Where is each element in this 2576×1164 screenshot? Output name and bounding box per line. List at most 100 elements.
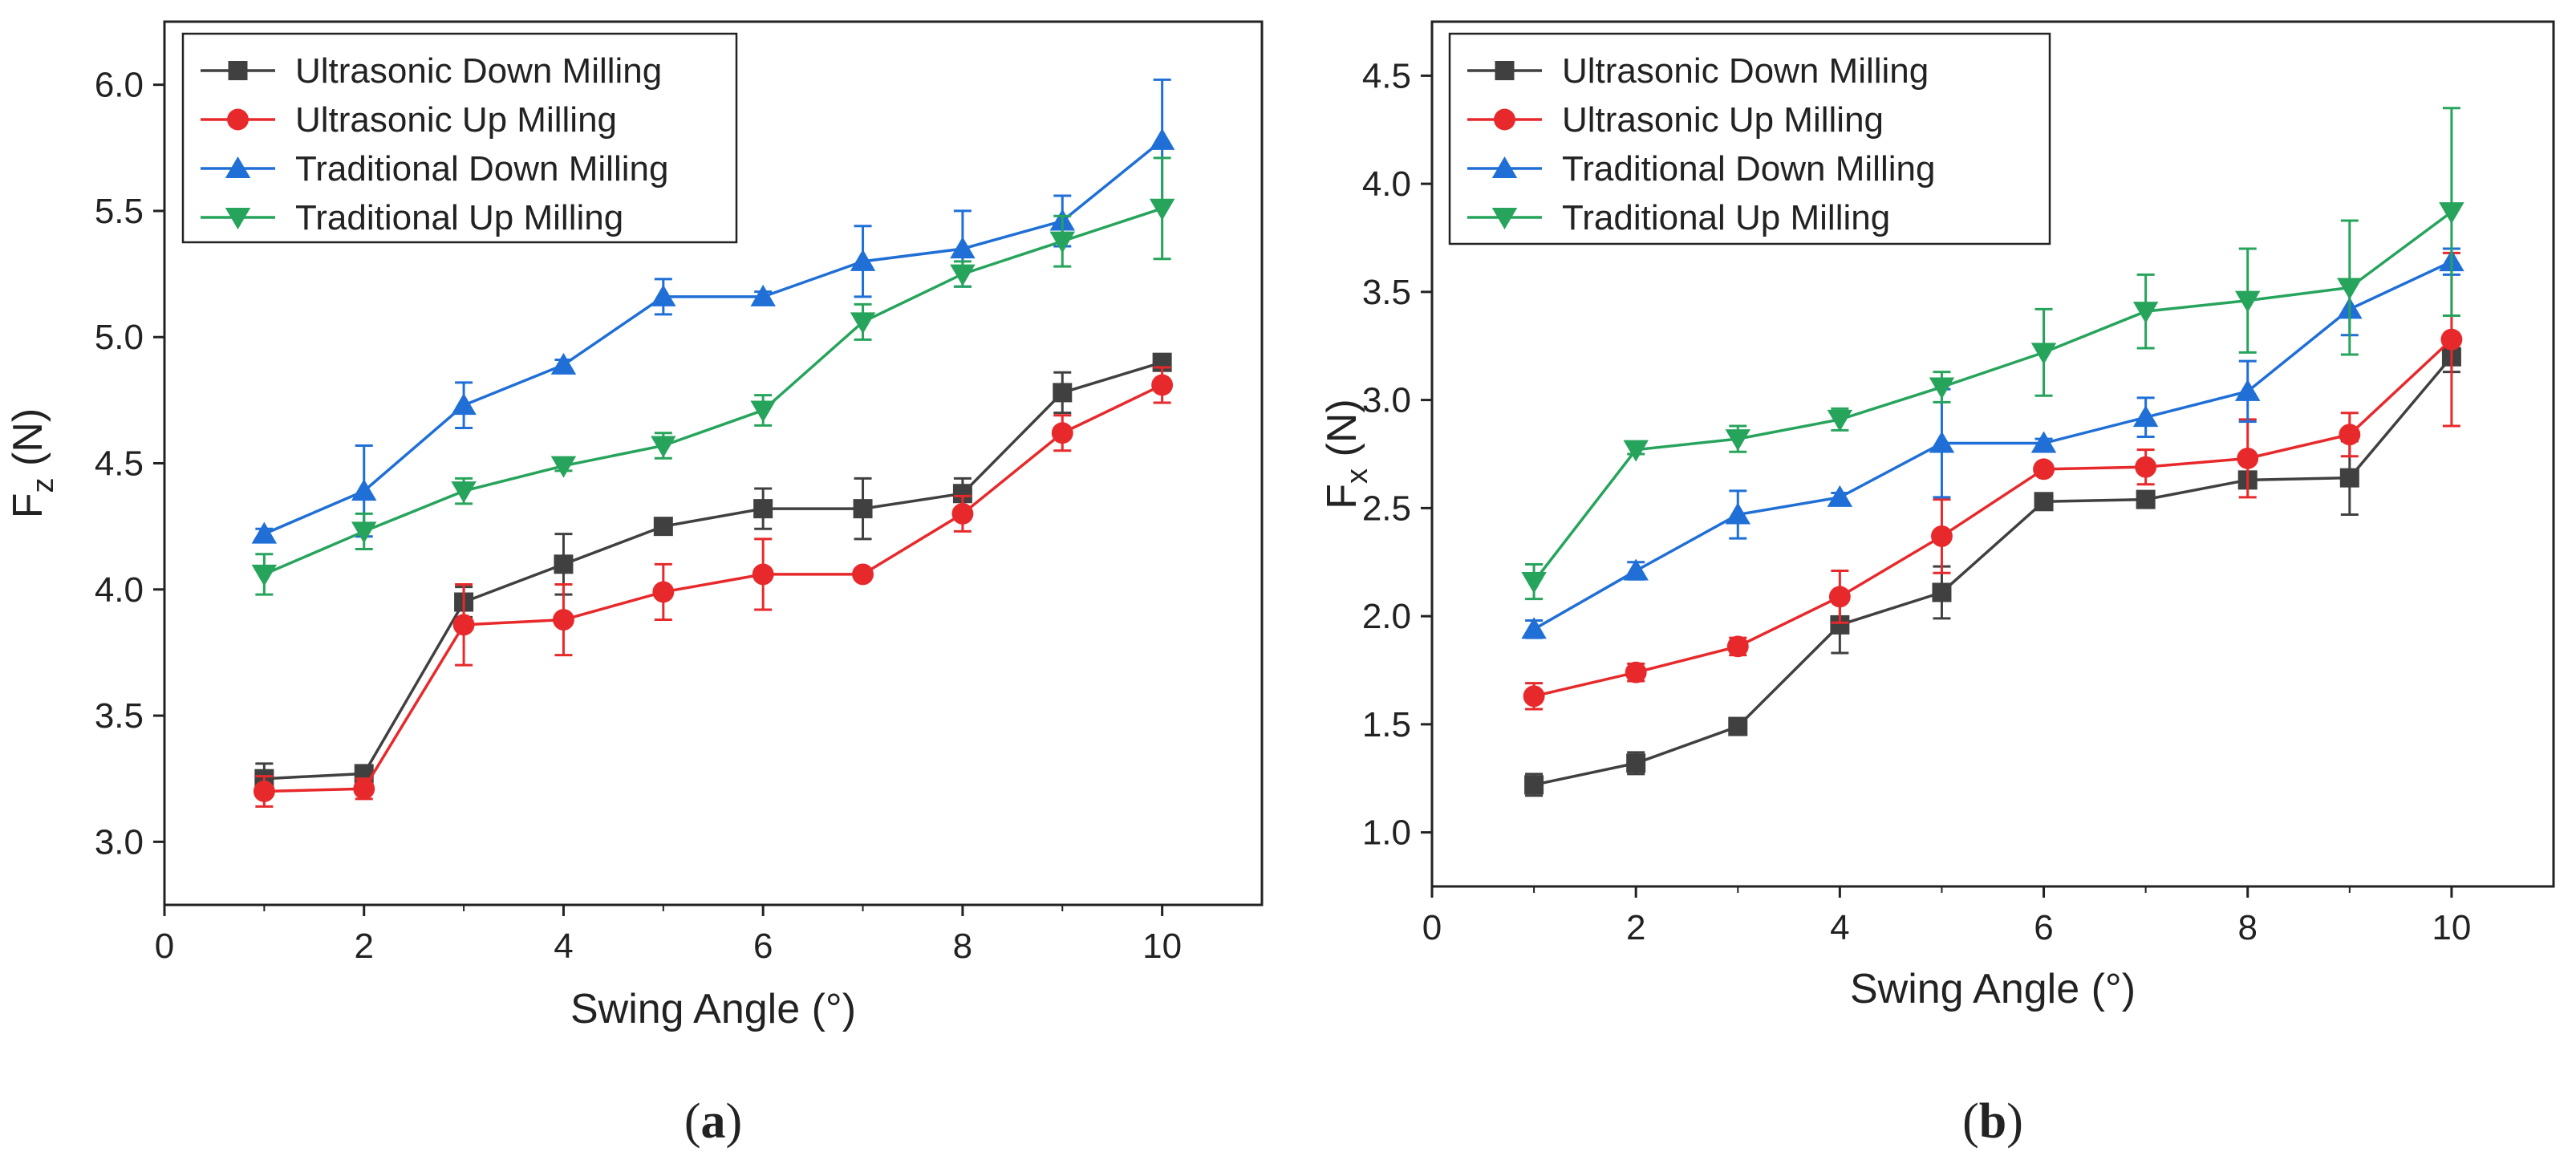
- legend: Ultrasonic Down Milling Ultrasonic Up Mil…: [181, 32, 738, 244]
- data-point: [2440, 328, 2463, 351]
- data-point: [1625, 661, 1647, 683]
- series-ultrasonic-up-milling: [1523, 251, 2463, 711]
- legend-label: Ultrasonic Down Milling: [295, 51, 662, 91]
- data-point: [651, 284, 676, 306]
- series-line: [1532, 210, 2452, 583]
- data-point: [1725, 502, 1751, 525]
- data-point: [351, 521, 377, 544]
- x-tick-label: 2: [354, 927, 373, 966]
- series-line: [264, 360, 1163, 781]
- data-point: [550, 456, 577, 478]
- panel-caption-open: (: [684, 1094, 701, 1149]
- y-tick-label: 4.0: [1362, 164, 1411, 204]
- x-tick-label: 10: [2432, 908, 2471, 947]
- legend-marker: [1491, 208, 1518, 229]
- data-point: [1053, 383, 1073, 403]
- legend-label: Ultrasonic Down Milling: [1562, 51, 1929, 91]
- legend-label: Traditional Up Milling: [1562, 198, 1890, 237]
- x-tick-label: 8: [953, 927, 972, 966]
- x-tick-label: 6: [753, 927, 773, 966]
- panel-caption-close: ): [726, 1094, 743, 1149]
- legend-label: Ultrasonic Up Milling: [295, 100, 617, 140]
- legend-marker: [1495, 61, 1515, 80]
- legend-marker: [1491, 156, 1518, 178]
- x-tick-label: 4: [1830, 908, 1849, 947]
- data-point: [2034, 492, 2054, 512]
- legend-label: Traditional Down Milling: [295, 149, 668, 189]
- panel-caption-letter: a: [701, 1094, 726, 1149]
- data-point: [452, 614, 475, 636]
- data-point: [2339, 424, 2361, 446]
- data-point: [451, 481, 477, 504]
- y-axis-label-unit: (N): [5, 408, 51, 478]
- y-tick-label: 6.0: [95, 66, 144, 105]
- legend-marker: [1494, 108, 1515, 131]
- data-point: [1151, 374, 1174, 396]
- data-point: [1623, 440, 1649, 462]
- data-point: [2234, 290, 2261, 313]
- panel-caption-open: (: [1962, 1094, 1979, 1149]
- data-point: [253, 781, 275, 802]
- series-ultrasonic-down-milling: [254, 352, 1172, 796]
- data-point: [2439, 202, 2464, 225]
- panel-caption: (b): [1962, 1094, 2023, 1149]
- data-point: [2339, 468, 2359, 488]
- data-point: [950, 264, 976, 286]
- data-point: [550, 352, 577, 375]
- panel-caption-close: ): [2006, 1094, 2023, 1149]
- data-point: [950, 237, 976, 259]
- data-point: [1728, 716, 1748, 736]
- data-point: [1149, 128, 1175, 150]
- legend-box: [1448, 32, 2051, 245]
- y-axis-label: Fx (N): [1319, 399, 1374, 509]
- y-tick-label: 3.5: [95, 696, 144, 736]
- series-ultrasonic-up-milling: [253, 366, 1174, 808]
- legend-box: [181, 32, 738, 244]
- data-point: [750, 284, 776, 306]
- data-point: [750, 400, 776, 423]
- data-point: [2237, 447, 2259, 469]
- x-axis-label: Swing Angle (°): [1850, 966, 2136, 1012]
- legend-label: Traditional Up Milling: [295, 198, 623, 237]
- data-point: [1521, 572, 1547, 594]
- data-point: [2030, 431, 2057, 453]
- legend: Ultrasonic Down Milling Ultrasonic Up Mil…: [1448, 32, 2051, 245]
- series-traditional-up-milling: [251, 156, 1175, 596]
- data-point: [850, 249, 876, 271]
- y-tick-label: 3.0: [95, 822, 144, 862]
- data-point: [251, 564, 278, 586]
- y-tick-label: 1.5: [1362, 705, 1411, 744]
- data-point: [652, 581, 675, 603]
- data-point: [2234, 379, 2261, 401]
- data-point: [1827, 485, 1853, 507]
- x-tick-label: 6: [2034, 908, 2053, 947]
- y-tick-label: 3.0: [1362, 381, 1411, 420]
- data-point: [951, 502, 974, 525]
- y-axis-label-symbol: F: [1319, 484, 1365, 509]
- data-point: [351, 479, 377, 501]
- data-point: [2135, 456, 2157, 478]
- y-axis-label: Fz (N): [5, 408, 60, 518]
- data-point: [1932, 582, 1952, 602]
- data-point: [1726, 635, 1749, 658]
- data-point: [651, 436, 676, 458]
- data-point: [1931, 525, 1953, 547]
- y-tick-label: 4.5: [1362, 56, 1411, 95]
- data-point: [853, 499, 873, 519]
- data-point: [1521, 617, 1547, 639]
- chart-panel-a: 0 2 4 6 8 10 3.0 3.5 4.0 4.5 5.0 5.5 6.0 Swing Angle …: [5, 20, 1264, 1149]
- data-point: [1929, 377, 1955, 399]
- y-tick-label: 4.0: [95, 570, 144, 610]
- data-point: [653, 517, 673, 537]
- x-tick-label: 4: [554, 927, 573, 966]
- panel-caption-letter: b: [1979, 1094, 2006, 1149]
- series-line: [264, 383, 1163, 793]
- y-tick-label: 2.5: [1362, 489, 1411, 528]
- data-point: [1524, 775, 1544, 795]
- data-point: [1523, 685, 1545, 708]
- data-point: [1725, 429, 1751, 452]
- y-axis-label-subscript: x: [1341, 468, 1374, 484]
- data-point: [752, 563, 774, 586]
- data-point: [1623, 558, 1649, 581]
- y-tick-label: 5.0: [95, 318, 144, 357]
